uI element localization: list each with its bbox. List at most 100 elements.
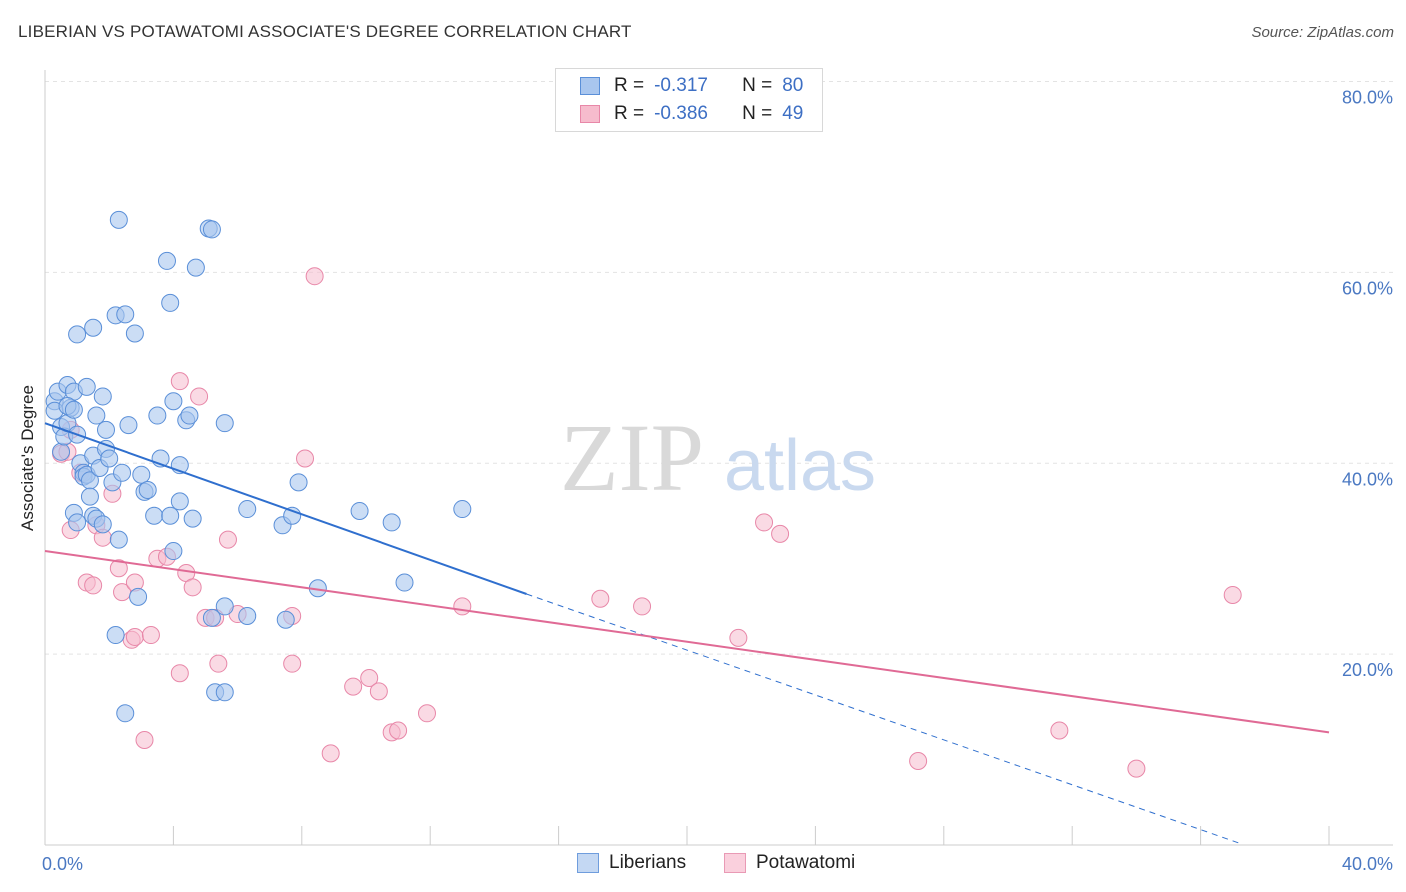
liberians-point-40 [116,305,135,324]
liberians-trend-line [44,422,527,595]
y-tick-label-80: 80.0% [1342,88,1393,108]
liberians-point-69 [238,606,257,625]
legend-swatch-pink [580,105,600,123]
potawatomi-point-31 [296,449,315,468]
liberians-point-52 [161,293,180,312]
legend-label-liberians: Liberians [609,852,687,873]
legend-row-potawatomi: R = -0.386 N = 49 [580,101,803,127]
potawatomi-point-49 [1223,585,1242,604]
potawatomi-point-43 [729,628,748,647]
potawatomi-point-14 [125,627,144,646]
liberians-point-38 [109,530,128,549]
liberians-point-48 [145,506,164,525]
y-tick-label-20: 20.0% [1342,660,1393,680]
liberians-point-73 [289,473,308,492]
potawatomi-point-23 [190,387,209,406]
potawatomi-point-33 [321,744,340,763]
potawatomi-point-41 [591,589,610,608]
liberians-point-37 [109,210,128,229]
potawatomi-points [52,267,1242,778]
liberians-point-11 [64,400,83,419]
liberians-point-59 [180,406,199,425]
liberians-point-15 [68,325,87,344]
potawatomi-point-40 [453,597,472,616]
potawatomi-point-16 [141,626,160,645]
potawatomi-point-45 [771,524,790,543]
potawatomi-point-38 [389,721,408,740]
liberians-point-45 [132,465,151,484]
liberians-point-53 [161,506,180,525]
liberians-point-47 [138,480,157,499]
potawatomi-point-35 [360,668,379,687]
legend-n-label: N = [742,75,773,96]
y-axis-tick-labels: 20.0% 40.0% 60.0% 80.0% [1342,88,1393,681]
potawatomi-point-19 [170,664,189,683]
liberians-point-36 [106,626,125,645]
liberians-point-78 [453,500,472,519]
potawatomi-point-32 [305,267,324,286]
liberians-point-29 [93,387,112,406]
x-axis-ticks [172,826,1330,845]
x-tick-label-min: 0.0% [42,854,83,874]
liberians-point-44 [129,587,148,606]
liberians-point-65 [215,683,234,702]
potawatomi-point-34 [344,677,363,696]
stats-legend: R = -0.317 N = 80 R = -0.386 N = 49 [555,68,823,132]
potawatomi-point-26 [209,654,228,673]
liberians-point-42 [119,416,138,435]
potawatomi-point-39 [417,704,436,723]
legend-swatch-blue [580,77,600,95]
potawatomi-point-44 [755,513,774,532]
legend-swatch-pink [724,853,746,873]
liberians-point-41 [116,704,135,723]
liberians-point-33 [100,449,119,468]
potawatomi-point-27 [218,530,237,549]
liberians-point-67 [215,597,234,616]
legend-r-value: -0.386 [654,103,708,124]
liberians-point-30 [93,515,112,534]
potawatomi-point-22 [183,578,202,597]
legend-r-value: -0.317 [654,75,708,96]
liberians-point-60 [183,509,202,528]
liberians-point-43 [125,324,144,343]
potawatomi-point-15 [135,731,154,750]
legend-label-potawatomi: Potawatomi [756,852,856,873]
x-tick-label-max: 40.0% [1342,854,1393,874]
potawatomi-point-42 [633,597,652,616]
liberians-point-63 [202,220,221,239]
liberians-point-54 [164,542,183,561]
legend-swatch-blue [577,853,599,873]
potawatomi-point-30 [283,654,302,673]
series-legend: Liberians Potawatomi [0,852,1406,878]
legend-n-label: N = [742,103,773,124]
liberians-trend-extension [526,593,1240,844]
trend-lines [44,422,1330,844]
legend-item-potawatomi: Potawatomi [724,852,855,874]
liberians-point-55 [164,392,183,411]
y-tick-label-40: 40.0% [1342,469,1393,489]
legend-r-label: R = [614,103,645,124]
legend-r-label: R = [614,75,645,96]
liberians-point-25 [84,318,103,337]
watermark-zip: ZIP [560,404,704,511]
y-tick-label-60: 60.0% [1342,278,1393,298]
liberians-point-61 [186,258,205,277]
legend-n-value: 80 [782,75,804,96]
y-axis-label: Associate's Degree [18,385,37,531]
liberians-point-27 [87,406,106,425]
liberians-point-75 [350,501,369,520]
liberians-point-56 [170,492,189,511]
x-axis-tick-labels: 0.0% 40.0% [42,854,1393,874]
liberians-point-51 [157,251,176,270]
potawatomi-point-48 [1127,759,1146,778]
legend-row-liberians: R = -0.317 N = 80 [580,73,803,99]
liberians-point-76 [382,513,401,532]
liberians-point-68 [238,500,257,519]
liberians-point-66 [215,414,234,433]
liberians-point-14 [68,513,87,532]
chart-title: LIBERIAN VS POTAWATOMI ASSOCIATE'S DEGRE… [18,22,632,41]
source-credit: Source: ZipAtlas.com [1251,24,1394,41]
watermark-atlas: atlas [724,426,876,506]
legend-n-value: 49 [782,103,804,124]
